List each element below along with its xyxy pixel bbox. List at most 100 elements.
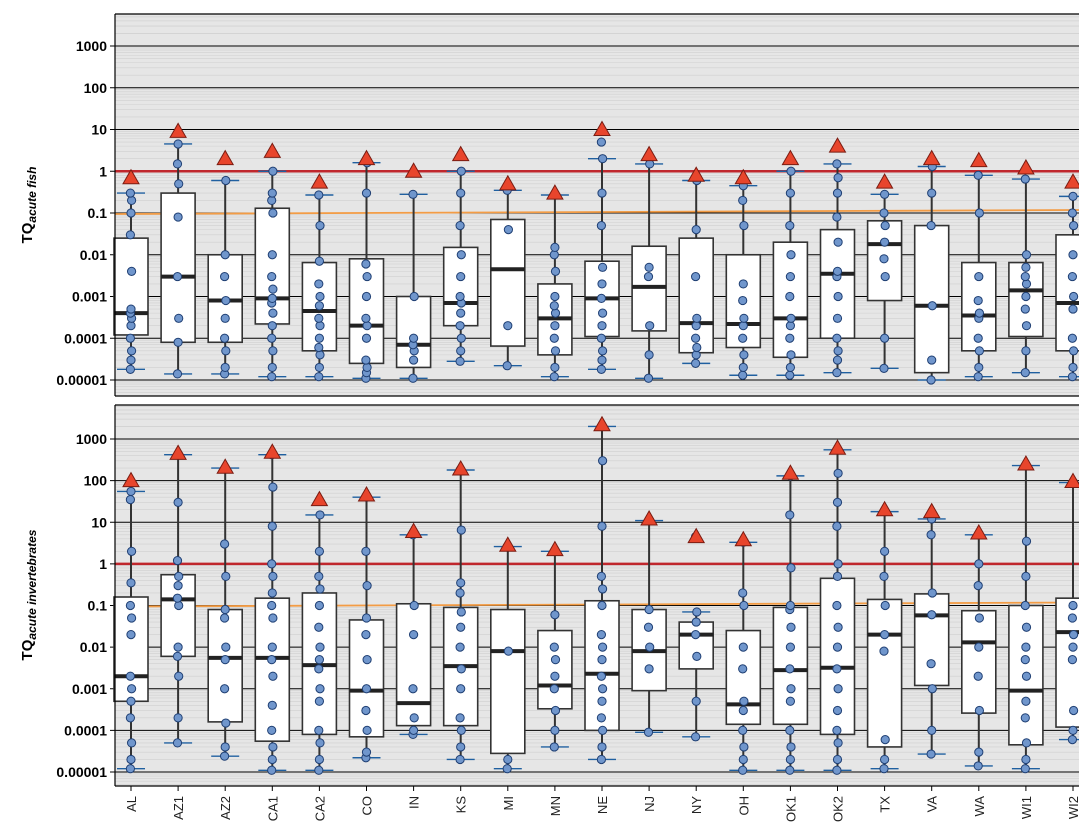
max-triangle	[404, 522, 423, 538]
site-box-IN	[395, 522, 432, 740]
data-point	[172, 593, 183, 603]
x-tick-label-NJ: NJ	[642, 796, 657, 812]
data-point	[692, 651, 702, 661]
data-point	[598, 584, 608, 594]
data-point	[598, 308, 608, 318]
x-tick-label-OH: OH	[736, 796, 751, 816]
site-box-WA	[960, 151, 997, 382]
data-point	[832, 600, 842, 611]
data-point	[786, 166, 796, 176]
data-point	[267, 600, 277, 611]
data-point	[549, 301, 559, 311]
max-triangle	[357, 486, 376, 502]
data-point	[221, 346, 231, 356]
y-tick-label: 0.0001	[64, 330, 107, 346]
data-point	[644, 604, 654, 615]
iqr-box	[395, 602, 432, 727]
site-box-MN	[537, 540, 573, 752]
data-point	[785, 333, 795, 343]
data-point	[1067, 208, 1078, 218]
data-point	[267, 655, 277, 665]
data-point	[833, 468, 843, 478]
data-point	[927, 188, 937, 198]
site-box-AZ2	[207, 149, 243, 379]
data-point	[738, 295, 748, 306]
max-triangle	[640, 509, 658, 526]
data-point	[456, 166, 466, 176]
site-box-WI1	[1008, 158, 1044, 378]
data-point	[786, 313, 796, 323]
data-point	[221, 295, 231, 306]
data-point	[739, 220, 749, 231]
data-point	[1067, 372, 1078, 382]
max-triangle	[640, 145, 658, 162]
data-point	[1021, 250, 1032, 260]
data-point	[126, 754, 136, 765]
data-point	[1020, 271, 1030, 282]
data-point	[598, 725, 608, 735]
data-point	[1068, 191, 1078, 201]
y-tick-label: 0.00001	[56, 372, 107, 388]
data-point	[173, 212, 183, 222]
data-point	[455, 754, 465, 765]
data-point	[408, 373, 418, 383]
data-point	[267, 271, 277, 282]
data-point	[1068, 725, 1078, 735]
iqr-box	[678, 237, 715, 354]
data-point	[596, 364, 607, 374]
data-point	[738, 642, 748, 652]
data-point	[221, 175, 231, 186]
data-point	[220, 313, 230, 323]
data-point	[409, 291, 419, 302]
data-point	[596, 713, 607, 723]
data-point	[1021, 262, 1031, 272]
max-triangle	[593, 120, 611, 136]
max-triangle	[169, 122, 187, 138]
data-point	[786, 350, 796, 360]
x-tick-label-AZ1: AZ1	[171, 796, 186, 820]
data-point	[267, 250, 277, 260]
data-point	[597, 696, 607, 706]
x-tick-label-CA2: CA2	[312, 796, 327, 821]
data-point	[315, 642, 325, 652]
max-triangle	[498, 536, 517, 552]
y-tick-label: 0.001	[72, 681, 107, 697]
site-box-MI	[489, 536, 526, 774]
data-point	[738, 333, 748, 343]
data-point	[832, 664, 842, 674]
data-point	[1021, 642, 1031, 652]
data-point	[361, 188, 372, 198]
data-point	[974, 642, 984, 652]
data-point	[314, 342, 324, 353]
data-point	[362, 581, 372, 591]
data-point	[361, 747, 372, 757]
data-point	[927, 355, 937, 365]
data-point	[832, 765, 842, 775]
site-box-OK1	[772, 464, 809, 775]
data-point	[173, 139, 183, 149]
data-point	[832, 705, 843, 716]
data-point	[596, 671, 607, 681]
data-point	[597, 521, 607, 531]
data-point	[315, 584, 325, 594]
max-triangle	[969, 151, 988, 168]
data-point	[455, 220, 465, 231]
site-box-NY	[678, 527, 715, 742]
data-point	[973, 671, 983, 681]
data-point	[361, 684, 372, 694]
data-point	[549, 742, 559, 752]
data-point	[126, 304, 136, 314]
max-triangle	[828, 137, 847, 153]
data-point	[833, 291, 843, 302]
iqr-box	[960, 609, 997, 714]
data-point	[832, 497, 843, 507]
data-point	[598, 154, 608, 164]
data-point	[409, 629, 419, 640]
data-point	[127, 346, 137, 356]
data-point	[173, 713, 183, 723]
y-tick-label: 0.00001	[56, 764, 107, 780]
data-point	[643, 622, 654, 632]
x-tick-label-MI: MI	[501, 796, 516, 810]
data-point	[738, 754, 748, 765]
site-box-OH	[725, 168, 762, 380]
